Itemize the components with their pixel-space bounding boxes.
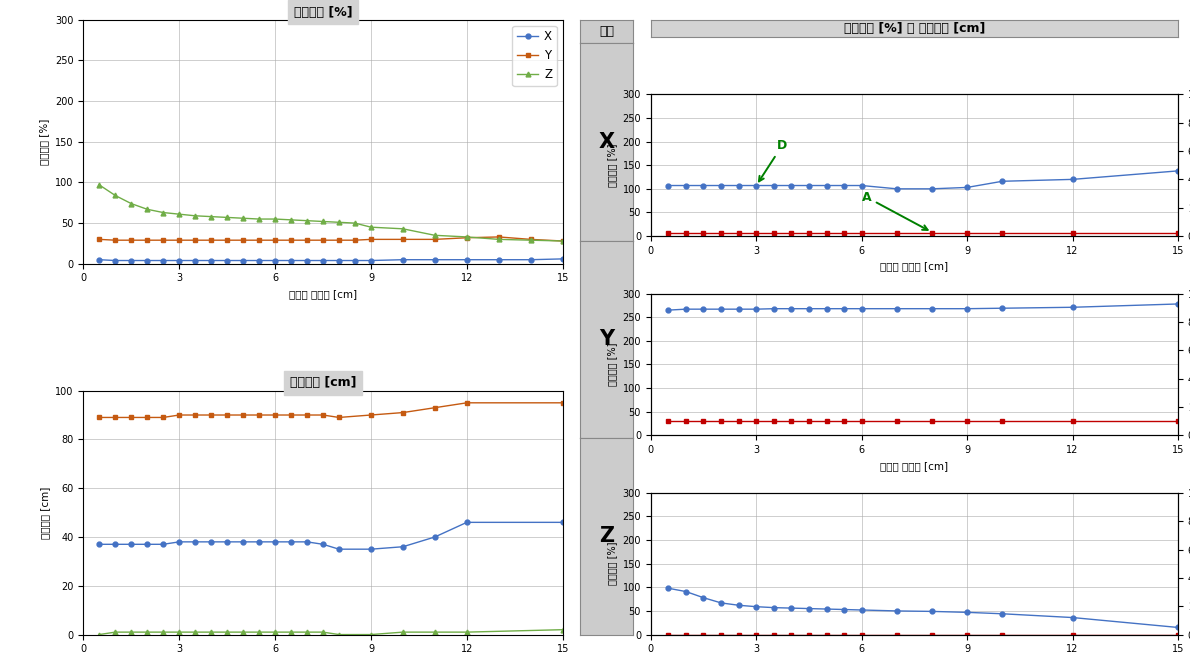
Y: [173, 236, 187, 244]
Y: [347, 236, 362, 244]
Y-axis label: 가속도비 [%]: 가속도비 [%]: [39, 118, 50, 165]
X: [459, 256, 474, 264]
X: [300, 256, 314, 264]
Line: Y: Y: [96, 235, 565, 243]
X: [140, 256, 155, 264]
Z: [556, 237, 570, 245]
Text: 가속도비 [%] 및 응답변위 [cm]: 가속도비 [%] 및 응답변위 [cm]: [844, 22, 985, 35]
Text: D: D: [759, 139, 788, 181]
Y: [92, 235, 106, 243]
Y: [332, 236, 346, 244]
Z: [347, 219, 362, 227]
Z: [268, 215, 282, 223]
Z: [315, 217, 330, 225]
Y-axis label: 가속도비 [%]: 가속도비 [%]: [607, 342, 616, 386]
Z: [203, 213, 218, 221]
X: [92, 256, 106, 264]
X-axis label: 스프링 원처짐 [cm]: 스프링 원처짐 [cm]: [881, 461, 948, 471]
Y: [524, 235, 538, 243]
Y: [427, 235, 441, 243]
Y: [236, 236, 250, 244]
X: [252, 256, 267, 264]
Y: [284, 236, 299, 244]
Y: [556, 237, 570, 245]
X: [268, 256, 282, 264]
Y: [300, 236, 314, 244]
Z: [524, 236, 538, 244]
X: [364, 256, 378, 264]
X: [427, 256, 441, 264]
Text: A: A: [862, 190, 928, 230]
X-axis label: 스프링 원처짐 [cm]: 스프링 원처짐 [cm]: [289, 289, 357, 299]
Y: [315, 236, 330, 244]
Z: [124, 200, 138, 208]
X: [524, 256, 538, 264]
X: [203, 256, 218, 264]
Z: [156, 209, 170, 217]
X-axis label: 스프링 원처짐 [cm]: 스프링 원처짐 [cm]: [289, 660, 357, 661]
X-axis label: 스프링 원처짐 [cm]: 스프링 원처짐 [cm]: [881, 261, 948, 272]
Line: Z: Z: [96, 182, 565, 243]
Y: [188, 236, 202, 244]
Text: 방향: 방향: [600, 25, 614, 38]
Y: [140, 236, 155, 244]
X: [124, 256, 138, 264]
Text: X: X: [599, 132, 615, 152]
Z: [173, 210, 187, 218]
Z: [332, 218, 346, 226]
Text: Z: Z: [600, 526, 614, 546]
Z: [92, 181, 106, 189]
X: [108, 256, 123, 264]
X: [220, 256, 234, 264]
Z: [140, 206, 155, 214]
Z: [252, 215, 267, 223]
Z: [364, 223, 378, 231]
X: [284, 256, 299, 264]
Legend: X, Y, Z: X, Y, Z: [512, 26, 557, 86]
Y: [124, 236, 138, 244]
Z: [284, 216, 299, 224]
Y: [220, 236, 234, 244]
Z: [220, 214, 234, 221]
Z: [236, 214, 250, 222]
Y-axis label: 가속도비 [%]: 가속도비 [%]: [607, 143, 616, 187]
Y: [108, 236, 123, 244]
Y: [203, 236, 218, 244]
Y: [268, 236, 282, 244]
X: [173, 256, 187, 264]
Z: [427, 231, 441, 239]
Title: 응답변위 [cm]: 응답변위 [cm]: [289, 377, 356, 389]
Y: [459, 234, 474, 242]
Y: [252, 236, 267, 244]
X: [188, 256, 202, 264]
X: [491, 256, 506, 264]
Y: [396, 235, 411, 243]
Text: Y: Y: [600, 329, 614, 349]
Z: [300, 217, 314, 225]
Y: [364, 235, 378, 243]
X: [556, 255, 570, 263]
Z: [459, 233, 474, 241]
Line: X: X: [96, 256, 565, 263]
Z: [491, 235, 506, 243]
X: [332, 256, 346, 264]
Y: [491, 233, 506, 241]
X: [396, 256, 411, 264]
X: [156, 256, 170, 264]
X: [236, 256, 250, 264]
X-axis label: 스프링 원처짐 [cm]: 스프링 원처짐 [cm]: [881, 660, 948, 661]
Z: [396, 225, 411, 233]
X: [315, 256, 330, 264]
Y-axis label: 응답변위 [cm]: 응답변위 [cm]: [39, 486, 50, 539]
Y: [156, 236, 170, 244]
X: [347, 256, 362, 264]
Z: [108, 192, 123, 200]
Title: 가속도비 [%]: 가속도비 [%]: [294, 6, 352, 19]
Z: [188, 212, 202, 219]
Y-axis label: 가속도비 [%]: 가속도비 [%]: [607, 542, 616, 586]
